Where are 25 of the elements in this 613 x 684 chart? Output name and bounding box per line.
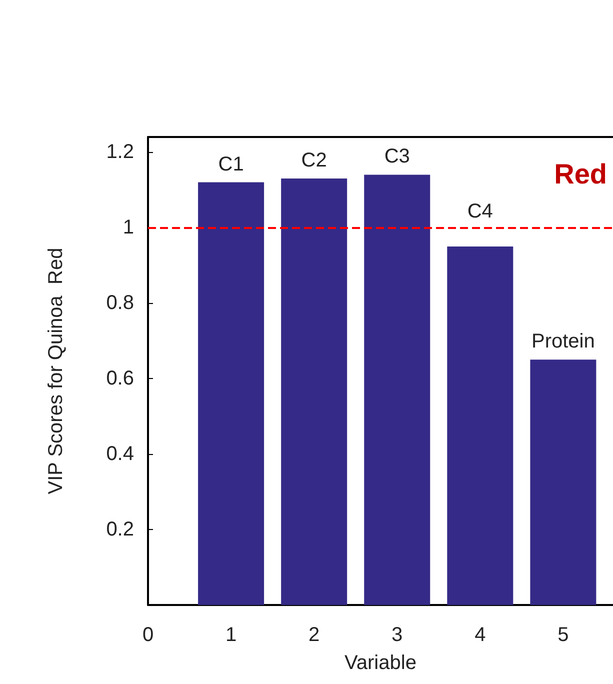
y-tick-label: 1.2 bbox=[106, 141, 134, 164]
bar bbox=[364, 174, 430, 605]
x-tick-label: 5 bbox=[558, 624, 569, 646]
y-tick-label: 0.2 bbox=[106, 518, 134, 541]
y-tick-label: 0.4 bbox=[106, 443, 134, 466]
y-tick-label: 0.6 bbox=[106, 368, 134, 390]
annotation: Protein bbox=[531, 330, 595, 353]
annotation: C1 bbox=[218, 153, 244, 176]
annotation: C3 bbox=[384, 146, 410, 168]
y-tick-label: 1 bbox=[122, 216, 134, 239]
bar bbox=[281, 178, 348, 605]
x-tick-label: 3 bbox=[392, 624, 403, 646]
x-axis-title: Variable bbox=[344, 652, 416, 674]
bar bbox=[530, 360, 596, 605]
y-axis-title: VIP Scores for Quinoa Red bbox=[45, 248, 67, 494]
annotation: C4 bbox=[467, 200, 493, 223]
annotation: Red bbox=[554, 158, 608, 190]
bar bbox=[447, 246, 514, 605]
y-tick-label: 0.8 bbox=[106, 292, 134, 314]
x-tick-label: 4 bbox=[474, 624, 486, 646]
x-tick-label: 0 bbox=[142, 624, 154, 646]
x-tick-label: 1 bbox=[225, 624, 237, 646]
annotation: C2 bbox=[301, 150, 327, 172]
bar bbox=[198, 182, 264, 605]
x-tick-label: 2 bbox=[308, 624, 320, 646]
